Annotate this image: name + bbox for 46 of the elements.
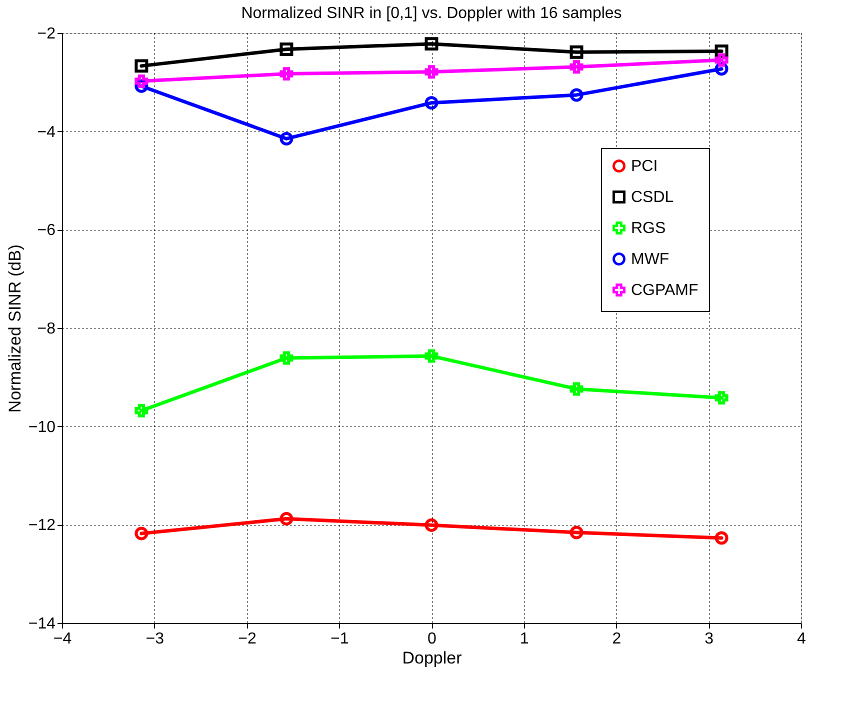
point [424, 96, 438, 110]
point [570, 526, 584, 540]
y-tick-label: −10 [28, 418, 56, 436]
point [134, 404, 148, 418]
chart-title: Normalized SINR in [0,1] vs. Doppler with 16 samples [241, 5, 622, 22]
x-axis-title: Doppler [402, 648, 462, 668]
point [424, 349, 438, 363]
x-tick-label: 2 [612, 630, 622, 648]
point [280, 42, 294, 56]
point [714, 53, 728, 67]
x-tick-label: 4 [797, 630, 806, 648]
point [570, 382, 584, 396]
y-tick-label: −12 [28, 517, 56, 534]
point [570, 60, 584, 74]
x-tick-label: −3 [146, 630, 164, 648]
y-tick-label: −2 [37, 26, 56, 42]
point [424, 37, 438, 51]
y-axis-title: Normalized SINR (dB) [5, 244, 24, 413]
point [570, 88, 584, 102]
point [134, 74, 148, 88]
x-tick-label: −2 [238, 630, 256, 648]
point [714, 531, 728, 545]
y-tick-label: −8 [37, 320, 56, 338]
x-tick-label: 0 [428, 630, 437, 648]
legend-label: PCI [631, 158, 658, 175]
point [280, 512, 294, 526]
x-tick-label: 1 [520, 630, 529, 648]
point [570, 45, 584, 59]
point [134, 59, 148, 73]
y-tick-label: −4 [37, 124, 56, 141]
point [424, 518, 438, 532]
legend-label: CSDL [631, 189, 674, 206]
legend-label: CGPAMF [631, 282, 698, 299]
point [280, 132, 294, 146]
legend-label: RGS [631, 220, 666, 237]
x-tick-label: −1 [330, 630, 349, 648]
legend-label: MWF [631, 251, 670, 268]
point [280, 351, 294, 365]
x-tick-label: 3 [704, 630, 714, 648]
x-tick-label: −4 [53, 630, 72, 648]
y-tick-label: −6 [37, 222, 56, 240]
point [280, 67, 294, 81]
y-tick-label: −14 [28, 616, 56, 632]
point [424, 65, 438, 79]
point [134, 526, 148, 540]
point [714, 391, 728, 405]
